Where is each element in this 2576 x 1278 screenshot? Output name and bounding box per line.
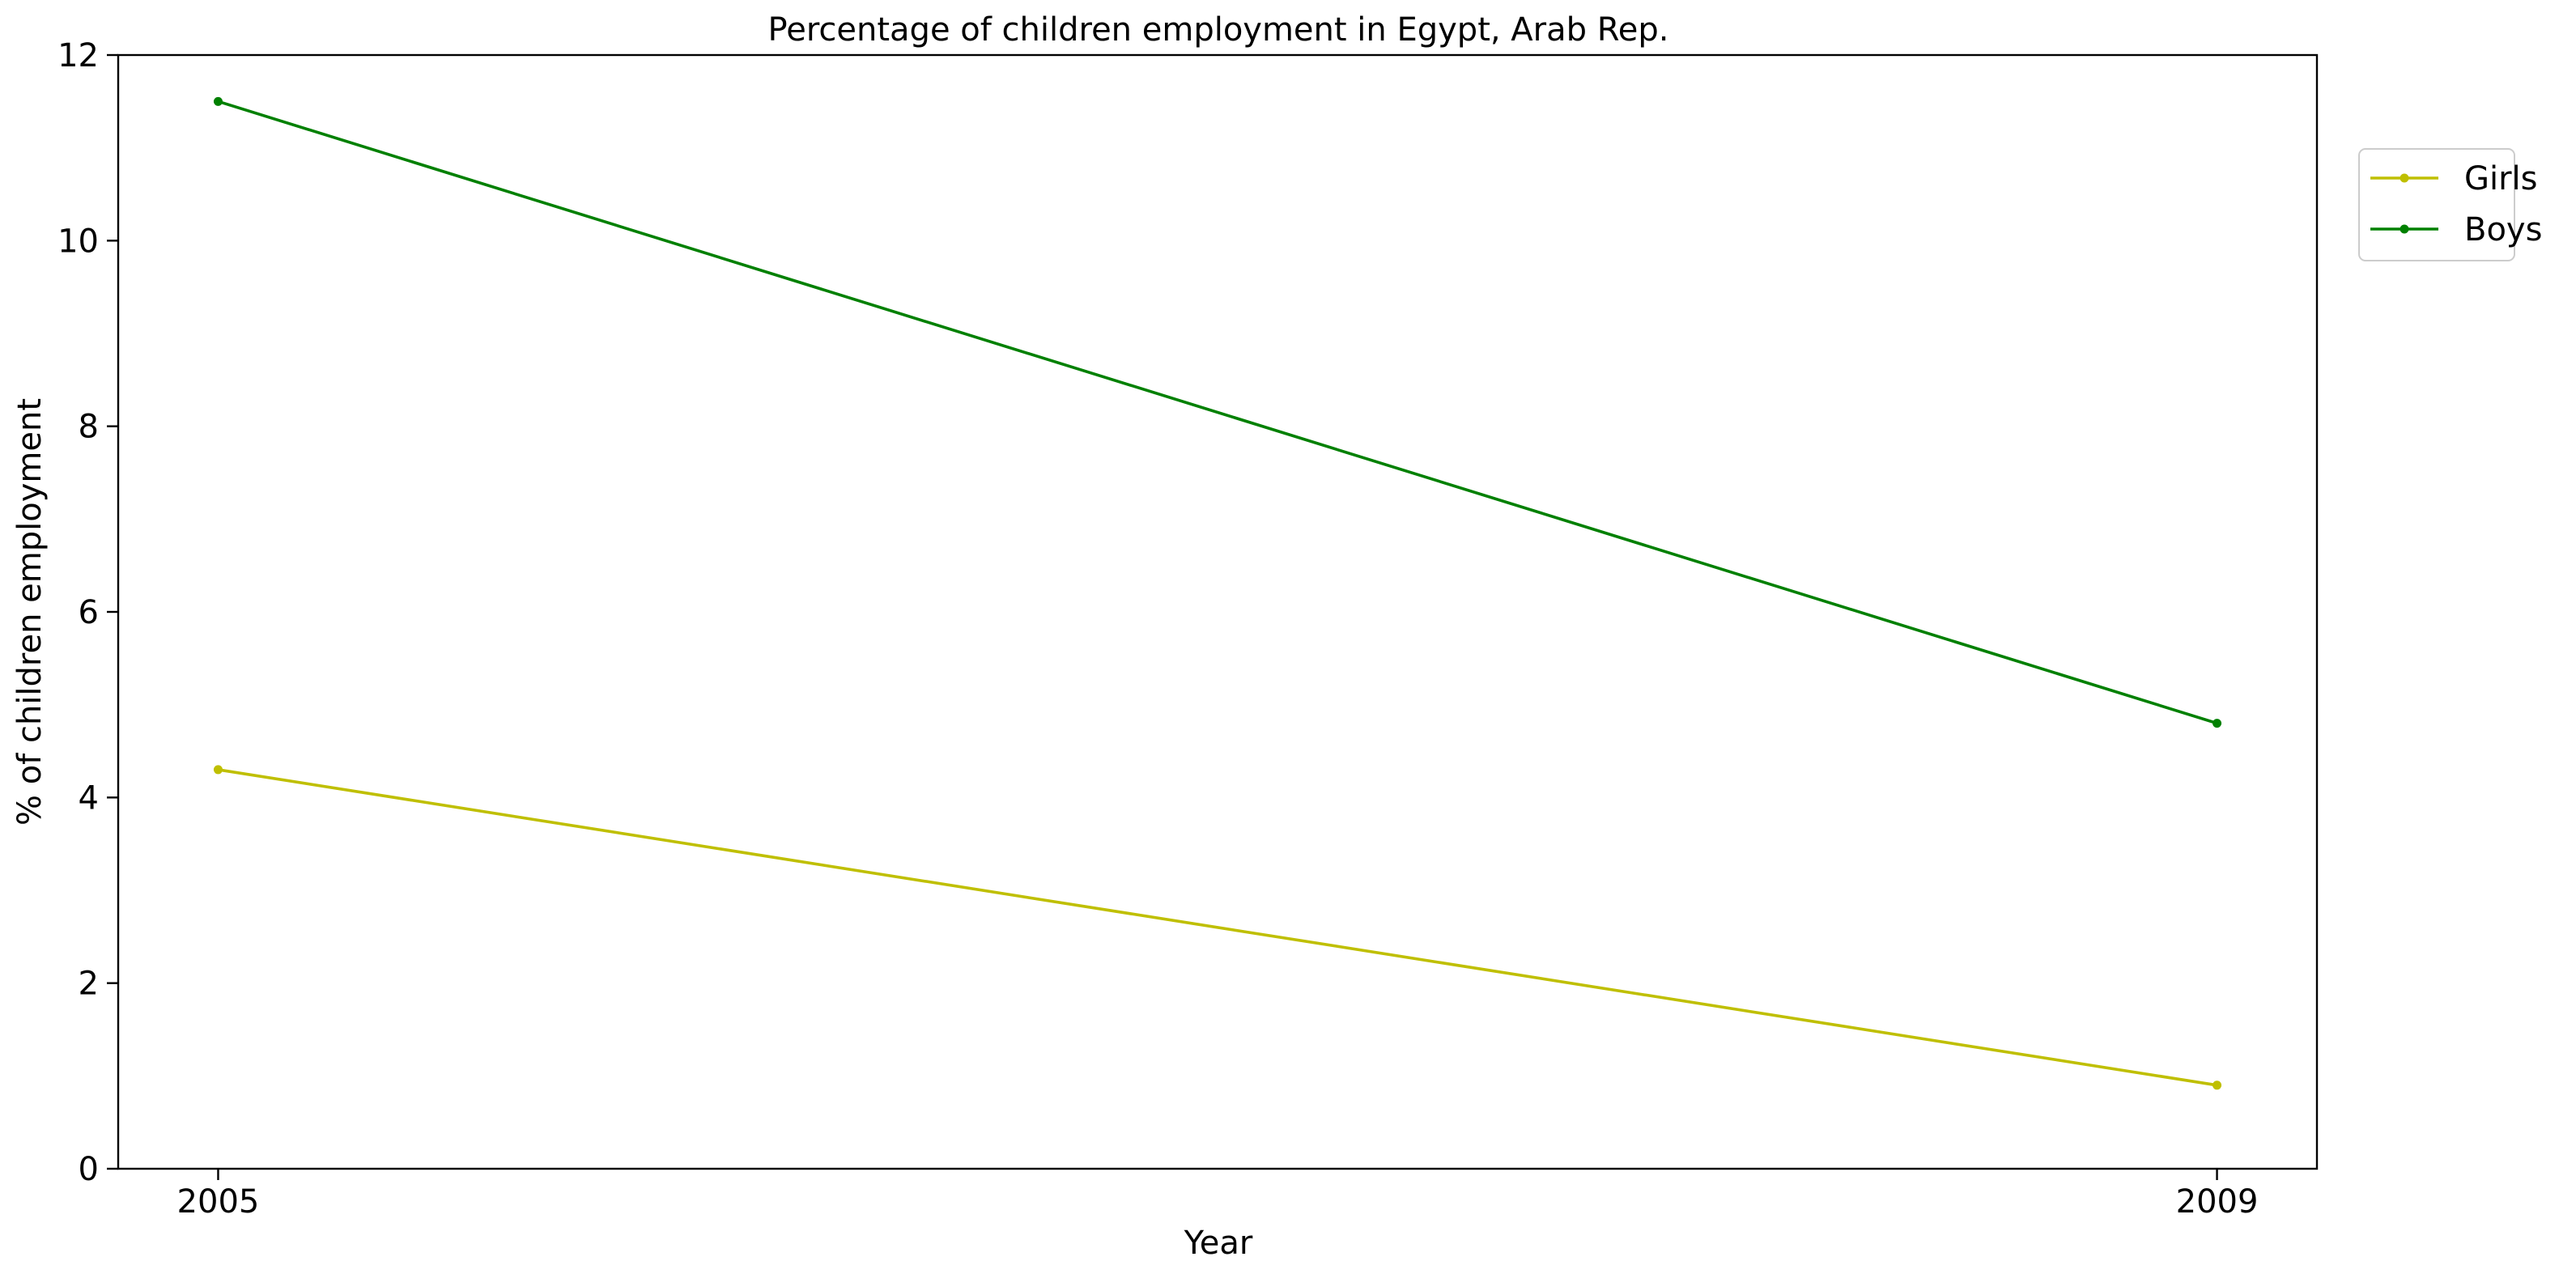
y-tick-label: 6 [79,594,99,631]
x-axis-label: Year [1184,1225,1253,1262]
y-tick-label: 12 [57,37,99,74]
data-point-girls [213,765,223,775]
series-line-girls [218,768,2217,1087]
chart-title: Percentage of children employment in Egy… [768,11,1669,49]
data-point-boys [213,96,223,106]
y-axis-label: % of children employment [11,398,49,826]
legend: Girls Boys [2358,148,2542,261]
x-tick-label: 2005 [177,1183,260,1221]
y-tick-label: 10 [57,223,99,260]
data-point-girls [2213,1081,2222,1090]
series-line-boys [217,100,2218,725]
y-tick-label: 4 [79,779,99,817]
legend-label-boys: Boys [2464,211,2542,248]
plot-area [117,53,2319,1170]
legend-marker-girls [2400,173,2409,183]
y-tick-label: 2 [79,966,99,1003]
data-point-boys [2213,719,2222,728]
series-layer [213,96,2222,1090]
y-axis: 0 2 4 6 8 10 12 [57,37,118,1188]
y-tick-label: 8 [79,409,99,446]
x-axis: 2005 2009 [177,1169,2259,1221]
legend-label-girls: Girls [2464,160,2538,197]
x-tick-label: 2009 [2176,1183,2259,1221]
legend-marker-boys [2400,224,2409,234]
y-tick-label: 0 [79,1151,99,1188]
